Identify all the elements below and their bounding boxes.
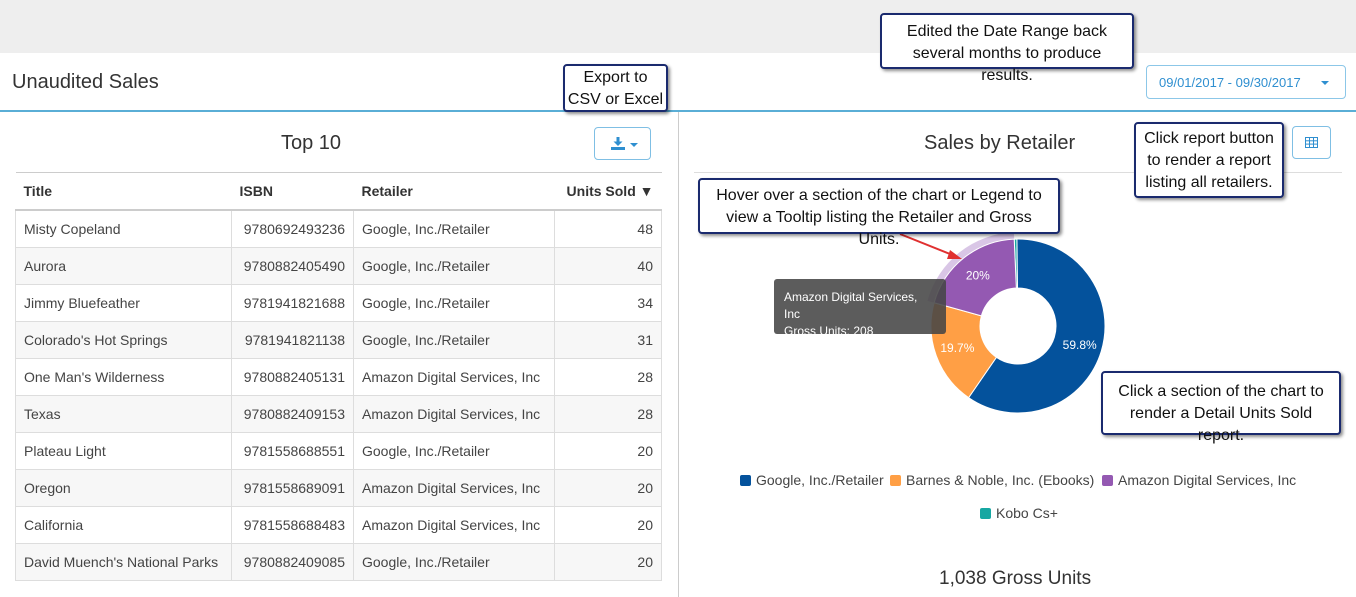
cell-retailer: Google, Inc./Retailer (353, 432, 555, 470)
cell-retailer: Amazon Digital Services, Inc (353, 395, 555, 433)
chart-header-divider (694, 172, 1342, 173)
page-header: Unaudited Sales 09/01/2017 - 09/30/2017 (0, 53, 1356, 112)
callout-arrow-line (899, 233, 956, 257)
legend-item[interactable]: Kobo Cs+ (980, 505, 1058, 521)
callout-date-range: Edited the Date Range back several month… (880, 13, 1134, 84)
cell-title: Oregon (15, 469, 232, 507)
cell-units-sold: 20 (554, 506, 662, 544)
cell-retailer: Google, Inc./Retailer (353, 543, 555, 581)
column-header-retailer[interactable]: Retailer (353, 172, 555, 211)
callout-export: Export to CSV or Excel (563, 64, 668, 112)
callout-arrow-head (947, 250, 962, 259)
cell-isbn: 9780882409153 (231, 395, 354, 433)
legend-item[interactable]: Amazon Digital Services, Inc (1102, 472, 1296, 488)
table-icon (1305, 137, 1318, 148)
report-button[interactable] (1292, 126, 1331, 159)
legend-swatch (890, 474, 901, 486)
legend-item[interactable]: Google, Inc./Retailer (740, 472, 884, 488)
top10-title: Top 10 (281, 132, 342, 154)
cell-title: One Man's Wilderness (15, 358, 232, 396)
top10-panel: Top 10 Title ISBN Retailer Units Sold ▼ … (0, 112, 678, 597)
panel-divider (678, 112, 679, 597)
cell-units-sold: 31 (554, 321, 662, 359)
legend-label: Amazon Digital Services, Inc (1118, 472, 1297, 488)
retailer-panel: Sales by Retailer (679, 112, 1356, 597)
table-row[interactable]: Plateau Light 9781558688551 Google, Inc./R… (15, 432, 662, 470)
chart-tooltip: Amazon Digital Services, Inc Gross Units… (774, 279, 946, 338)
cell-title: Aurora (15, 247, 232, 285)
slice-value-label: 20% (966, 269, 990, 283)
column-header-title[interactable]: Title (15, 172, 232, 211)
legend-item[interactable]: Barnes & Noble, Inc. (Ebooks) (890, 472, 1094, 488)
legend-swatch (980, 507, 991, 519)
callout-report: Click report button to render a report l… (1134, 122, 1284, 198)
retailer-chart-title: Sales by Retailer (924, 132, 1076, 154)
date-range-label: 09/01/2017 - 09/30/2017 (1159, 74, 1301, 90)
export-button[interactable] (594, 127, 651, 160)
tooltip-retailer: Amazon Digital Services, Inc (784, 290, 918, 321)
legend-label: Barnes & Noble, Inc. (Ebooks) (906, 472, 1095, 488)
cell-retailer: Amazon Digital Services, Inc (353, 358, 555, 396)
cell-isbn: 9780882409085 (231, 543, 354, 581)
donut-slice[interactable] (933, 238, 1017, 317)
column-header-isbn[interactable]: ISBN (231, 172, 354, 211)
legend-label: Kobo Cs+ (996, 505, 1058, 521)
cell-units-sold: 20 (554, 432, 662, 470)
cell-title: David Muench's National Parks (15, 543, 232, 581)
table-header-row: Title ISBN Retailer Units Sold ▼ (15, 172, 662, 211)
table-row[interactable]: Oregon 9781558689091 Amazon Digital Servic… (15, 469, 662, 507)
cell-units-sold: 28 (554, 395, 662, 433)
download-icon (611, 137, 625, 150)
caret-down-icon (630, 143, 638, 147)
slice-value-label: 59.8% (1063, 338, 1097, 352)
caret-down-icon (1321, 81, 1329, 85)
cell-isbn: 9781941821688 (231, 284, 354, 322)
legend-label: Google, Inc./Retailer (756, 472, 884, 488)
page-title: Unaudited Sales (12, 71, 159, 93)
cell-units-sold: 40 (554, 247, 662, 285)
cell-isbn: 9780882405490 (231, 247, 354, 285)
callout-hover: Hover over a section of the chart or Leg… (698, 178, 1060, 248)
cell-retailer: Amazon Digital Services, Inc (353, 469, 555, 507)
table-row[interactable]: Aurora 9780882405490 Google, Inc./Retailer… (15, 247, 662, 285)
table-row[interactable]: Misty Copeland 9780692493236 Google, Inc./… (15, 209, 662, 248)
slice-value-label: 19.7% (940, 341, 974, 355)
column-header-units-sold[interactable]: Units Sold ▼ (554, 172, 662, 211)
cell-title: California (15, 506, 232, 544)
top10-table: Title ISBN Retailer Units Sold ▼ Misty C… (15, 172, 662, 581)
tooltip-gross-units: Gross Units: 208 (784, 324, 874, 338)
cell-units-sold: 28 (554, 358, 662, 396)
cell-units-sold: 20 (554, 469, 662, 507)
cell-retailer: Google, Inc./Retailer (353, 247, 555, 285)
cell-units-sold: 20 (554, 543, 662, 581)
cell-isbn: 9780692493236 (231, 209, 354, 248)
date-range-button[interactable]: 09/01/2017 - 09/30/2017 (1146, 65, 1346, 99)
gross-units-total: 1,038 Gross Units (939, 568, 1092, 589)
legend-swatch (740, 474, 751, 486)
cell-title: Texas (15, 395, 232, 433)
cell-retailer: Google, Inc./Retailer (353, 284, 555, 322)
table-row[interactable]: Jimmy Bluefeather 9781941821688 Google, In… (15, 284, 662, 322)
table-row[interactable]: David Muench's National Parks 97808824090… (15, 543, 662, 581)
callout-click: Click a section of the chart to render a… (1101, 371, 1341, 444)
table-row[interactable]: Texas 9780882409153 Amazon Digital Service… (15, 395, 662, 433)
cell-retailer: Google, Inc./Retailer (353, 321, 555, 359)
cell-isbn: 9781558688551 (231, 432, 354, 470)
cell-title: Jimmy Bluefeather (15, 284, 232, 322)
donut-slice[interactable] (967, 238, 1106, 414)
legend-swatch (1102, 474, 1113, 486)
table-row[interactable]: Colorado's Hot Springs 9781941821138 Googl… (15, 321, 662, 359)
cell-title: Misty Copeland (15, 209, 232, 248)
